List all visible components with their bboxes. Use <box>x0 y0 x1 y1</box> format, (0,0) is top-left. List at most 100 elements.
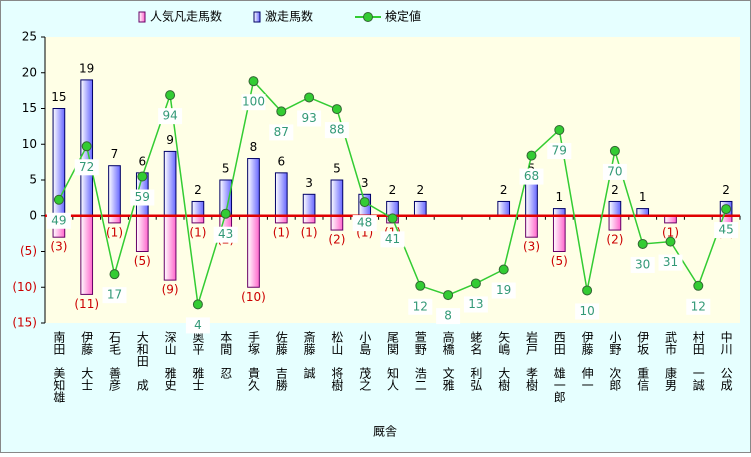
x-tick-label: 奥平 雅士 <box>191 331 205 391</box>
x-tick-label: 深山 雅史 <box>163 331 177 391</box>
x-tick-label: 石毛 善彦 <box>108 331 122 392</box>
data-label: 94 <box>162 109 177 123</box>
marker <box>248 76 259 87</box>
data-label: (5) <box>134 254 151 268</box>
marker <box>498 264 509 275</box>
data-label: (1) <box>189 225 206 239</box>
data-label-box <box>575 303 600 320</box>
data-label-box <box>380 231 405 248</box>
x-tick-label: 萱野 浩二 <box>413 331 427 391</box>
marker <box>582 285 593 296</box>
marker <box>443 290 454 301</box>
data-label: (3) <box>523 240 540 254</box>
bar <box>525 179 538 217</box>
bar <box>163 215 177 281</box>
data-label: 31 <box>663 255 678 269</box>
data-label-box <box>352 215 377 232</box>
bar <box>247 158 260 217</box>
data-label: (5) <box>551 254 568 268</box>
legend-marker <box>363 12 373 22</box>
data-label-box <box>46 212 71 229</box>
data-label: (1) <box>301 225 318 239</box>
data-label: 13 <box>468 297 483 311</box>
data-label-box <box>130 189 155 206</box>
x-tick-label: 小島 茂之 <box>358 331 372 391</box>
x-tick-label: 南田 美知雄 <box>52 330 66 403</box>
x-axis-label: 厩舎 <box>373 425 397 439</box>
marker <box>192 299 203 310</box>
y-tick-label: 0 <box>29 208 37 222</box>
data-label: 6 <box>138 154 146 168</box>
marker <box>165 90 176 101</box>
data-label-box <box>686 298 711 315</box>
marker <box>220 208 231 219</box>
x-tick-label: 佐藤 吉勝 <box>274 331 288 391</box>
data-label-box <box>658 254 683 271</box>
x-tick-label: 村田 一誠 <box>691 331 705 392</box>
data-label: 70 <box>607 164 622 178</box>
data-label: 45 <box>718 223 733 237</box>
data-label: 8 <box>250 140 258 154</box>
data-label: 1 <box>555 190 563 204</box>
data-label-box <box>324 122 349 139</box>
data-label-box <box>491 282 516 299</box>
data-label-box <box>241 94 266 111</box>
y-tick-label: 20 <box>22 65 37 79</box>
x-tick-label: 小野 次郎 <box>608 331 622 391</box>
data-label-box <box>519 168 544 185</box>
data-label-box <box>602 163 627 180</box>
x-tick-label: 大和田 成 <box>135 331 149 392</box>
bar <box>413 200 427 217</box>
data-label: 88 <box>329 123 344 137</box>
bar <box>108 165 121 217</box>
marker <box>415 280 426 291</box>
y-tick-label: (5) <box>20 244 37 258</box>
data-label: 87 <box>274 125 289 139</box>
data-label: 4 <box>194 318 202 332</box>
bar <box>302 193 316 217</box>
legend-swatch <box>253 11 261 23</box>
x-tick-label: 中川 公成 <box>719 330 733 392</box>
data-label: 5 <box>528 162 536 176</box>
bar <box>191 200 205 217</box>
y-tick-label: 5 <box>29 173 37 187</box>
data-label: 59 <box>135 190 150 204</box>
data-label: 2 <box>416 183 424 197</box>
data-label: 2 <box>611 183 619 197</box>
x-tick-label: 手塚 貴久 <box>247 331 261 392</box>
data-label: (9) <box>162 283 179 297</box>
bar <box>525 215 538 238</box>
marker <box>470 278 481 289</box>
data-label: (1) <box>662 225 679 239</box>
data-label-box <box>714 222 739 239</box>
data-label: (2) <box>328 233 345 247</box>
data-label-box <box>269 124 294 141</box>
legend-label: 激走馬数 <box>265 9 313 24</box>
data-label-box <box>185 317 210 334</box>
bar <box>274 172 288 217</box>
y-tick-label: 10 <box>22 137 37 151</box>
data-label-box <box>436 308 461 325</box>
data-label: 43 <box>218 227 233 241</box>
marker <box>526 150 537 161</box>
marker <box>53 194 64 205</box>
data-label: (1) <box>273 225 290 239</box>
data-label-box <box>102 287 127 304</box>
x-tick-label: 尾関 知人 <box>386 331 400 391</box>
data-label: 5 <box>222 162 230 176</box>
marker <box>554 125 565 136</box>
marker <box>109 269 120 280</box>
data-label-box <box>408 298 433 315</box>
legend-swatch <box>138 11 146 23</box>
data-label: 2 <box>389 183 397 197</box>
data-label: 15 <box>51 90 66 104</box>
x-tick-label: 蛯名 利弘 <box>469 331 483 391</box>
bar <box>135 215 149 252</box>
marker <box>359 197 370 208</box>
data-label: 49 <box>51 213 66 227</box>
data-label-box <box>297 110 322 127</box>
data-label: 79 <box>552 144 567 158</box>
data-label-box <box>630 256 655 273</box>
bar <box>330 179 344 217</box>
